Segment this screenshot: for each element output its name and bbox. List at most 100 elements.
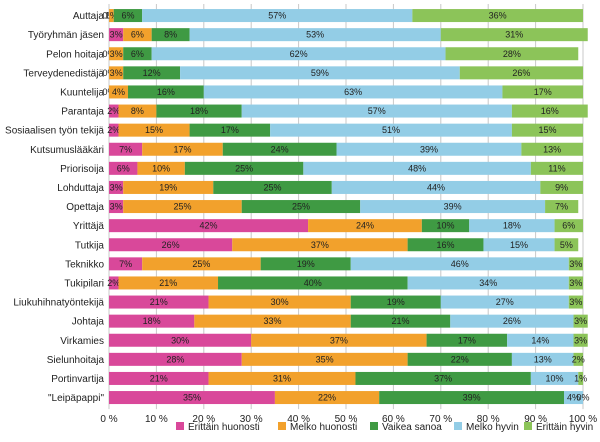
bar-segment: [350, 314, 451, 328]
data-label: 24%: [271, 144, 289, 154]
data-label: 35%: [316, 354, 334, 364]
legend-swatch: [370, 422, 378, 430]
category-label: Lohduttaja: [57, 183, 104, 194]
legend-swatch: [278, 422, 286, 430]
bar-segment: [573, 352, 583, 366]
bar-segment: [194, 314, 351, 328]
category-label: Sosiaalisen työn tekijä: [5, 126, 104, 137]
bar-segment: [412, 9, 583, 23]
bar-segment: [123, 47, 152, 61]
data-label: 37%: [434, 373, 452, 383]
x-tick-label: 100 %: [569, 414, 597, 425]
bar-segment: [109, 371, 209, 385]
bar-segment: [156, 104, 242, 118]
bar-segment: [109, 85, 128, 99]
data-label: 63%: [344, 87, 362, 97]
bar-segment: [109, 219, 309, 233]
bar-segment: [445, 47, 579, 61]
data-label: 3%: [569, 297, 582, 307]
data-label: 26%: [512, 68, 530, 78]
data-label: 6%: [117, 163, 130, 173]
bar-segment: [407, 238, 484, 252]
data-label: 15%: [510, 240, 528, 250]
legend-swatch: [454, 422, 462, 430]
data-label: 16%: [437, 240, 455, 250]
data-label: 3%: [110, 30, 123, 40]
category-label: Parantaja: [61, 107, 104, 118]
bar-segment: [113, 9, 143, 23]
bar-segment: [109, 161, 138, 175]
bar-segment: [109, 200, 124, 214]
category-label: Työryhmän jäsen: [28, 30, 104, 41]
category-label: Virkamies: [60, 336, 104, 347]
data-label: 17%: [173, 144, 191, 154]
bar-segment: [142, 9, 413, 23]
data-label: 51%: [382, 125, 400, 135]
category-label: Kuuntelija: [60, 87, 104, 98]
category-labels: Auttaja Työryhmän jäsen Pelon hoitaja Terve…: [5, 11, 104, 404]
data-label: 27%: [496, 297, 514, 307]
bar-segment: [379, 391, 565, 405]
data-label: 25%: [264, 182, 282, 192]
x-tick-label: 40 %: [287, 414, 310, 425]
bar-segment: [118, 104, 157, 118]
category-label: Terveydenedistäjä: [23, 68, 104, 79]
data-label: 31%: [505, 30, 523, 40]
data-label: 3%: [569, 259, 582, 269]
bar-segment: [137, 161, 185, 175]
legend: Erittäin huonosti Melko huonosti Vaikea sa…: [176, 422, 593, 433]
category-label: "Leipäpappi": [48, 393, 104, 404]
bar-segment: [109, 123, 119, 137]
data-label: 46%: [451, 259, 469, 269]
data-label: 57%: [268, 11, 286, 21]
data-label: 2%: [572, 354, 585, 364]
data-label: 39%: [444, 202, 462, 212]
category-label: Pelon hoitaja: [46, 49, 104, 60]
data-label: 28%: [503, 49, 521, 59]
data-label: 10%: [152, 163, 170, 173]
data-label: 18%: [143, 316, 161, 326]
data-label: 8%: [131, 106, 144, 116]
data-label: 7%: [555, 202, 568, 212]
bar-segment: [568, 295, 583, 309]
data-label: 19%: [297, 259, 315, 269]
bar-segment: [530, 161, 583, 175]
data-label: 6%: [562, 221, 575, 231]
bar-segment: [502, 85, 583, 99]
bar-segment: [554, 219, 583, 233]
bar-segment: [507, 333, 574, 347]
bar-segment: [142, 142, 223, 156]
bar-segment: [213, 180, 332, 194]
bar-segment: [336, 142, 522, 156]
bar-segment: [241, 200, 361, 214]
bar-segment: [303, 161, 531, 175]
bar-segment: [109, 28, 124, 42]
bar-segment: [151, 47, 446, 61]
bar-segment: [573, 314, 588, 328]
x-tick-label: 90 %: [524, 414, 547, 425]
data-label: 48%: [408, 163, 426, 173]
x-tick-label: 60 %: [382, 414, 405, 425]
x-tick-label: 0 %: [100, 414, 117, 425]
bar-segment: [440, 28, 588, 42]
bar-segment: [578, 371, 583, 385]
bar-segment: [459, 66, 583, 80]
bar-segment: [123, 28, 152, 42]
data-label: 2%: [107, 278, 120, 288]
bar-segment: [540, 180, 583, 194]
bar-segment: [251, 333, 427, 347]
bar-segment: [426, 333, 508, 347]
bar-segment: [109, 9, 114, 23]
bar-segment: [511, 104, 588, 118]
data-label: 11%: [548, 163, 565, 173]
data-label: 13%: [543, 144, 561, 154]
data-label: 25%: [192, 259, 210, 269]
bar-segment: [222, 142, 337, 156]
data-label: 17%: [458, 335, 476, 345]
data-label: 13%: [534, 354, 552, 364]
bar-segment: [109, 238, 233, 252]
bar-segment: [109, 333, 252, 347]
bar-segment: [109, 180, 124, 194]
bar-segment: [568, 257, 583, 271]
